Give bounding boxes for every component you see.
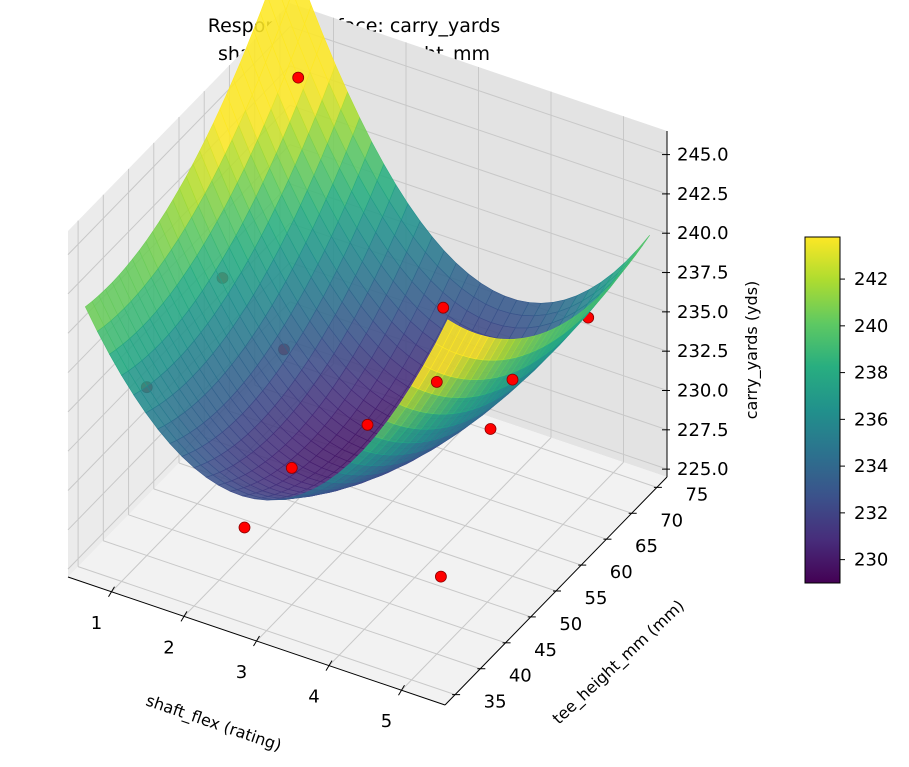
y-tick-label: 70 (660, 510, 683, 531)
data-point (484, 423, 497, 435)
x-tick-mark (108, 586, 115, 598)
z-axis-label: carry_yards (yds) (742, 281, 762, 420)
axis-ticks: 12345354045505560657075225.0227.5230.023… (91, 145, 729, 733)
z-tick-label: 245.0 (677, 145, 729, 166)
data-point (434, 570, 447, 583)
surface-patch (281, 0, 290, 12)
colorbar-ticks: 230 232 234 236 238 240 242 (840, 269, 888, 571)
grid-line-z (289, 26, 668, 156)
x-tick-mark (398, 684, 405, 696)
grid-line-y (77, 566, 456, 696)
grid-line-y (153, 488, 531, 618)
data-point (361, 418, 374, 431)
grid-line-z (289, 65, 668, 195)
data-point (238, 521, 251, 534)
data-point (430, 375, 443, 388)
grid-line-y (128, 514, 506, 644)
z-tick-label: 225.0 (677, 459, 729, 480)
y-tick-label: 35 (484, 692, 507, 713)
z-tick-label: 227.5 (677, 420, 729, 441)
x-tick-mark (180, 611, 188, 622)
colorbar-tick-label: 242 (854, 269, 888, 290)
x-axis-label: shaft_flex (rating) (143, 691, 284, 756)
z-tick-label: 237.5 (677, 263, 729, 284)
y-tick-label: 75 (685, 484, 708, 505)
colorbar-tick-label: 232 (854, 503, 888, 524)
x-tick-label: 5 (381, 711, 392, 732)
y-tick-label: 55 (585, 588, 608, 609)
x-tick-label: 4 (308, 687, 319, 708)
y-tick-label: 40 (509, 666, 532, 687)
surface-patch (435, 319, 455, 348)
response-surface (84, 0, 650, 501)
z-tick-label: 242.5 (677, 184, 729, 205)
colorbar (804, 236, 841, 584)
y-tick-label: 60 (610, 562, 633, 583)
data-point (437, 301, 450, 314)
x-tick-mark (253, 635, 260, 647)
colorbar-tick-label: 230 (854, 550, 888, 571)
x-tick-label: 3 (236, 662, 247, 683)
z-tick-label: 232.5 (677, 341, 729, 362)
colorbar-tick-label: 240 (854, 316, 888, 337)
z-tick-label: 235.0 (677, 302, 729, 323)
z-tick-label: 230.0 (677, 381, 729, 402)
colorbar-tick-label: 236 (854, 409, 888, 430)
data-point (506, 373, 519, 386)
data-point (292, 71, 305, 84)
z-tick-label: 240.0 (677, 223, 729, 244)
x-tick-label: 1 (91, 613, 102, 634)
x-tick-mark (325, 660, 333, 671)
colorbar-tick-label: 234 (854, 456, 888, 477)
grid-line-y (103, 540, 481, 670)
data-point (285, 461, 298, 474)
y-tick-label: 50 (559, 614, 582, 635)
y-tick-label: 65 (635, 536, 658, 557)
x-tick-label: 2 (163, 637, 174, 658)
y-tick-label: 45 (534, 640, 557, 661)
data-points-front (285, 71, 519, 474)
colorbar-tick-label: 238 (854, 363, 888, 384)
